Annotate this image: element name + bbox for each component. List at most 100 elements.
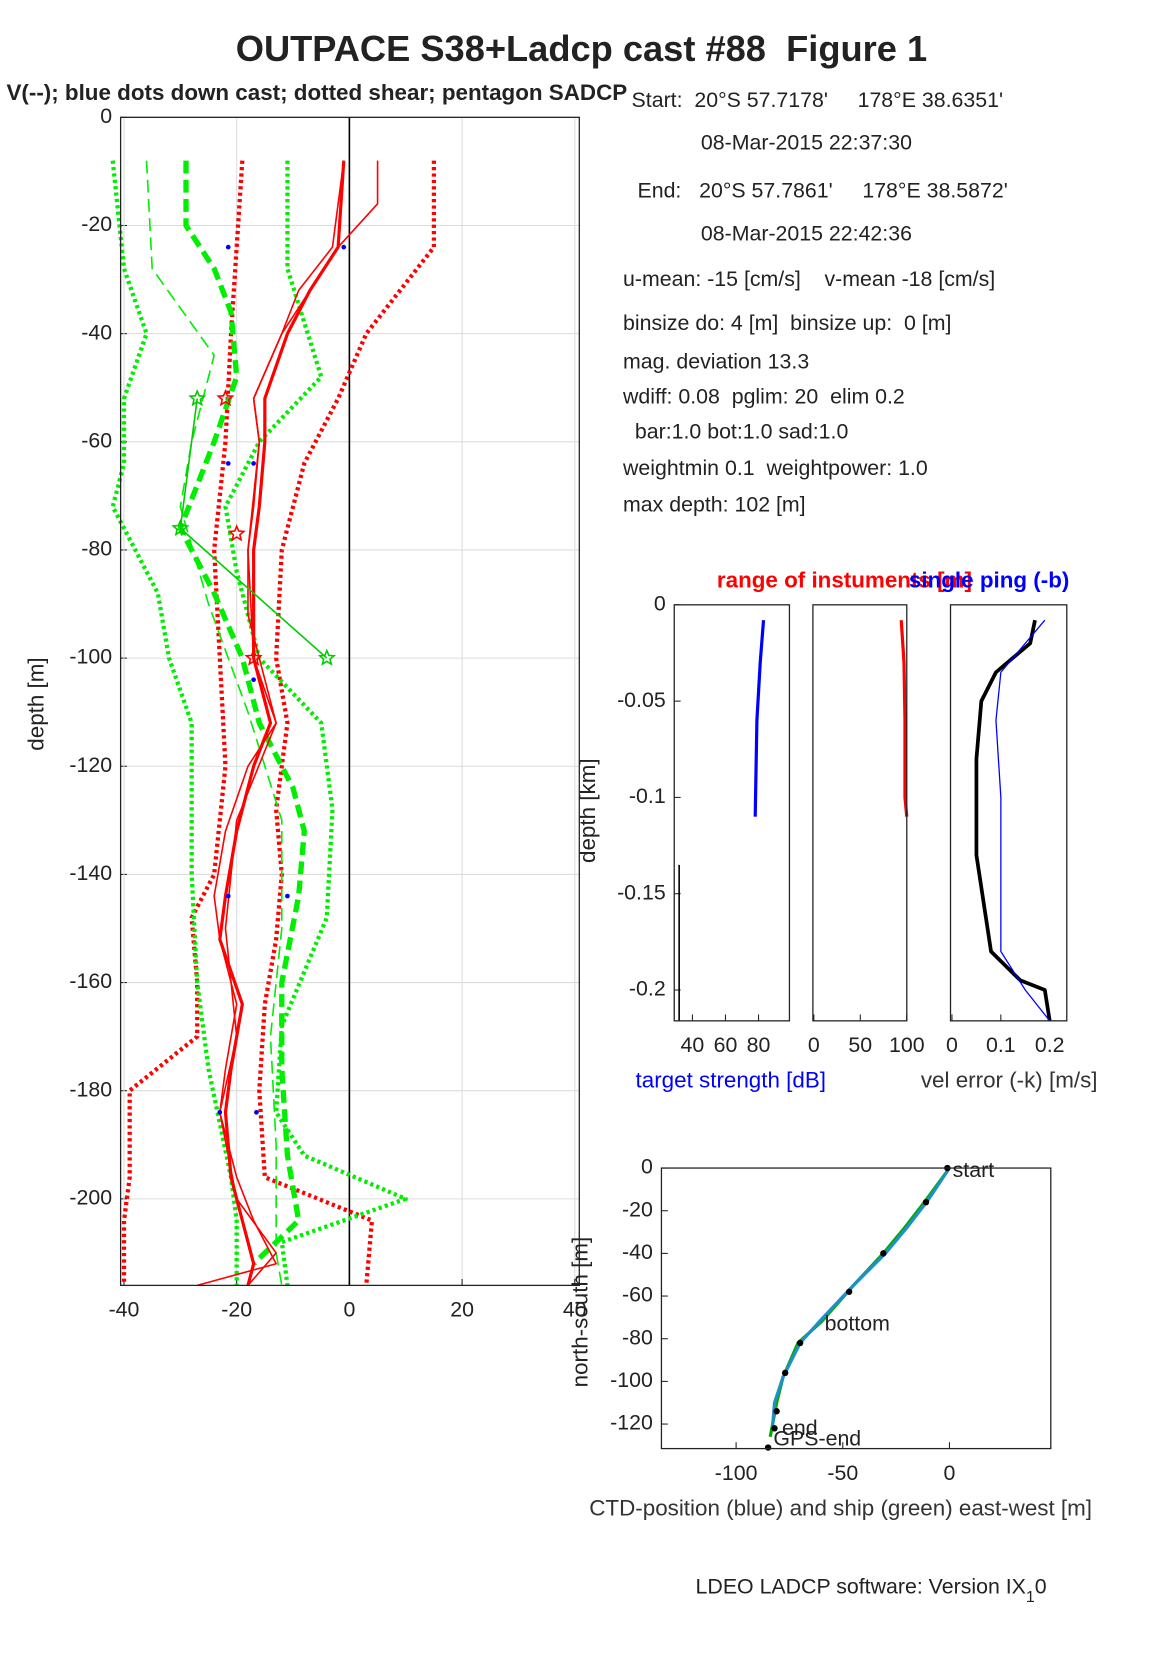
y-tick-label: -40 [81, 320, 112, 344]
point [880, 1250, 887, 1257]
point [341, 244, 347, 250]
x-tick-label: 0.2 [1035, 1033, 1065, 1057]
footer-text: LDEO LADCP software: Version IX [696, 1574, 1026, 1598]
annotation: start [953, 1158, 995, 1182]
x-tick-label: 20 [450, 1298, 474, 1322]
series-line [223, 160, 408, 1286]
y-tick-label: -0.1 [629, 784, 666, 808]
x-tick-label: -100 [715, 1461, 758, 1485]
point [251, 677, 256, 683]
footer-sub: 1 [1026, 1589, 1035, 1606]
point [796, 1339, 804, 1347]
point [764, 1444, 772, 1451]
subtitle: V(--); blue dots down cast; dotted shear… [6, 80, 627, 105]
info-line: 08-Mar-2015 22:42:36 [701, 221, 912, 245]
y-tick-label: 0 [100, 104, 112, 128]
x-tick-label: 80 [747, 1033, 771, 1057]
info-line: bar:1.0 bot:1.0 sad:1.0 [623, 420, 848, 444]
x-tick-label: 0 [343, 1298, 355, 1322]
point [773, 1408, 780, 1415]
axes-box [673, 604, 791, 1022]
y-axis-label: depth [km] [575, 758, 600, 863]
point [251, 461, 256, 466]
y-tick-label: -20 [81, 212, 112, 236]
x-tick-label: 0 [946, 1033, 958, 1057]
x-tick-label: -40 [109, 1298, 140, 1322]
series-line [219, 160, 379, 1286]
point [225, 244, 231, 250]
point [845, 1288, 853, 1295]
info-line: mag. deviation 13.3 [623, 349, 809, 373]
series-line [770, 1167, 951, 1429]
info-line: 08-Mar-2015 22:37:30 [701, 131, 912, 155]
point [171, 518, 190, 536]
x-axis-label: vel error (-k) [m/s] [921, 1068, 1098, 1093]
info-line: wdiff: 0.08 pglim: 20 elim 0.2 [622, 385, 905, 409]
series-line [995, 619, 1051, 1022]
axes-box [949, 604, 1068, 1022]
y-axis-label: depth [m] [23, 657, 48, 750]
footer: LDEO LADCP software: Version IX10 [696, 1574, 1047, 1606]
point [771, 1425, 778, 1432]
axes-box [812, 604, 908, 1022]
series-line [145, 160, 283, 1286]
point [922, 1198, 930, 1206]
info-line: weightmin 0.1 weightpower: 1.0 [622, 456, 928, 480]
y-axis-label: north-south [m] [567, 1237, 592, 1388]
point [216, 388, 235, 407]
y-tick-label: -40 [622, 1240, 653, 1264]
point [217, 1109, 223, 1115]
annotation: bottom [825, 1311, 890, 1335]
y-tick-label: -140 [69, 861, 112, 885]
series-line [177, 160, 307, 1266]
x-tick-label: 100 [889, 1033, 925, 1057]
point [188, 388, 207, 407]
x-tick-label: -50 [827, 1461, 858, 1485]
y-tick-label: -160 [69, 969, 112, 993]
y-tick-label: -60 [622, 1283, 653, 1307]
series-line [753, 620, 766, 817]
x-axis-label: CTD-position (blue) and ship (green) eas… [589, 1495, 1092, 1520]
series-line [110, 160, 239, 1286]
info-line: End: 20°S 57.7861' 178°E 38.5872' [632, 179, 1008, 203]
point [244, 648, 263, 666]
annotation: GPS-end [773, 1427, 861, 1451]
point [225, 893, 231, 899]
title: OUTPACE S38+Ladcp cast #88 Figure 1 [236, 28, 927, 69]
y-tick-label: -120 [610, 1411, 653, 1435]
info-line: binsize do: 4 [m] binsize up: 0 [m] [623, 311, 951, 335]
y-tick-label: -200 [69, 1186, 112, 1210]
y-tick-label: -0.15 [617, 880, 666, 904]
point [317, 648, 336, 666]
info-line: Start: 20°S 57.7178' 178°E 38.6351' [632, 88, 1003, 112]
y-tick-label: -60 [81, 428, 112, 452]
x-tick-label: 0 [808, 1033, 820, 1057]
x-tick-label: -20 [221, 1298, 252, 1322]
axes-box [660, 1167, 1052, 1450]
x-tick-label: 60 [714, 1033, 738, 1057]
y-tick-label: -120 [69, 753, 112, 777]
footer-tail: 0 [1035, 1574, 1047, 1598]
y-tick-label: 0 [654, 591, 666, 615]
y-tick-label: 0 [641, 1155, 653, 1179]
y-tick-label: -0.05 [617, 688, 666, 712]
point [225, 461, 231, 466]
info-line: u-mean: -15 [cm/s] v-mean -18 [cm/s] [623, 267, 995, 291]
point [227, 524, 246, 542]
series-line [218, 160, 346, 1286]
y-tick-label: -0.2 [629, 977, 666, 1001]
panel-title: single ping (-b) [909, 567, 1069, 592]
point [285, 893, 290, 899]
x-tick-label: 0.1 [986, 1033, 1016, 1057]
x-tick-label: 50 [848, 1033, 872, 1057]
point [781, 1369, 789, 1377]
x-tick-label: 40 [681, 1033, 705, 1057]
series-line [899, 620, 909, 817]
axes-box [119, 116, 580, 1287]
point [254, 1109, 259, 1115]
x-axis-label: target strength [dB] [636, 1068, 826, 1093]
y-tick-label: -100 [69, 645, 112, 669]
x-tick-label: 0 [944, 1461, 956, 1485]
y-tick-label: -20 [622, 1197, 653, 1221]
